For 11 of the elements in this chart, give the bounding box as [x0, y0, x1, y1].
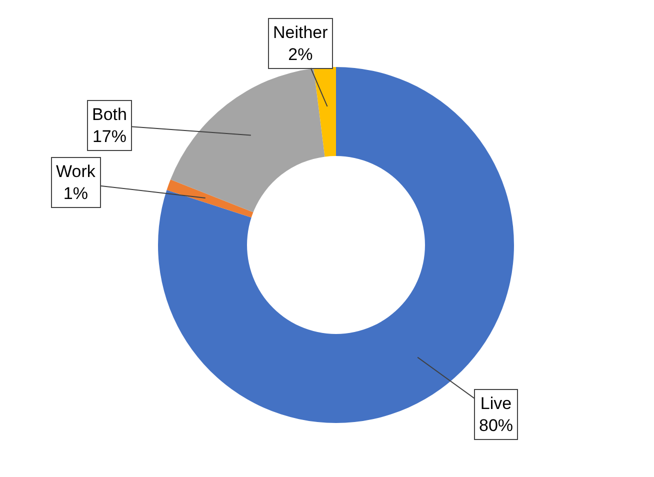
slice-label: Neither [273, 23, 328, 42]
data-label: 1% [63, 184, 88, 204]
data-label: 17% [92, 127, 127, 146]
slice-label: Both [92, 105, 127, 124]
slice-label: Live [480, 394, 512, 413]
donut-slice [314, 67, 336, 157]
donut-slice [170, 68, 325, 212]
slice-label: Work [56, 162, 96, 181]
data-label: 2% [288, 45, 313, 64]
donut-slice [166, 179, 254, 218]
data-label: 80% [479, 416, 514, 436]
